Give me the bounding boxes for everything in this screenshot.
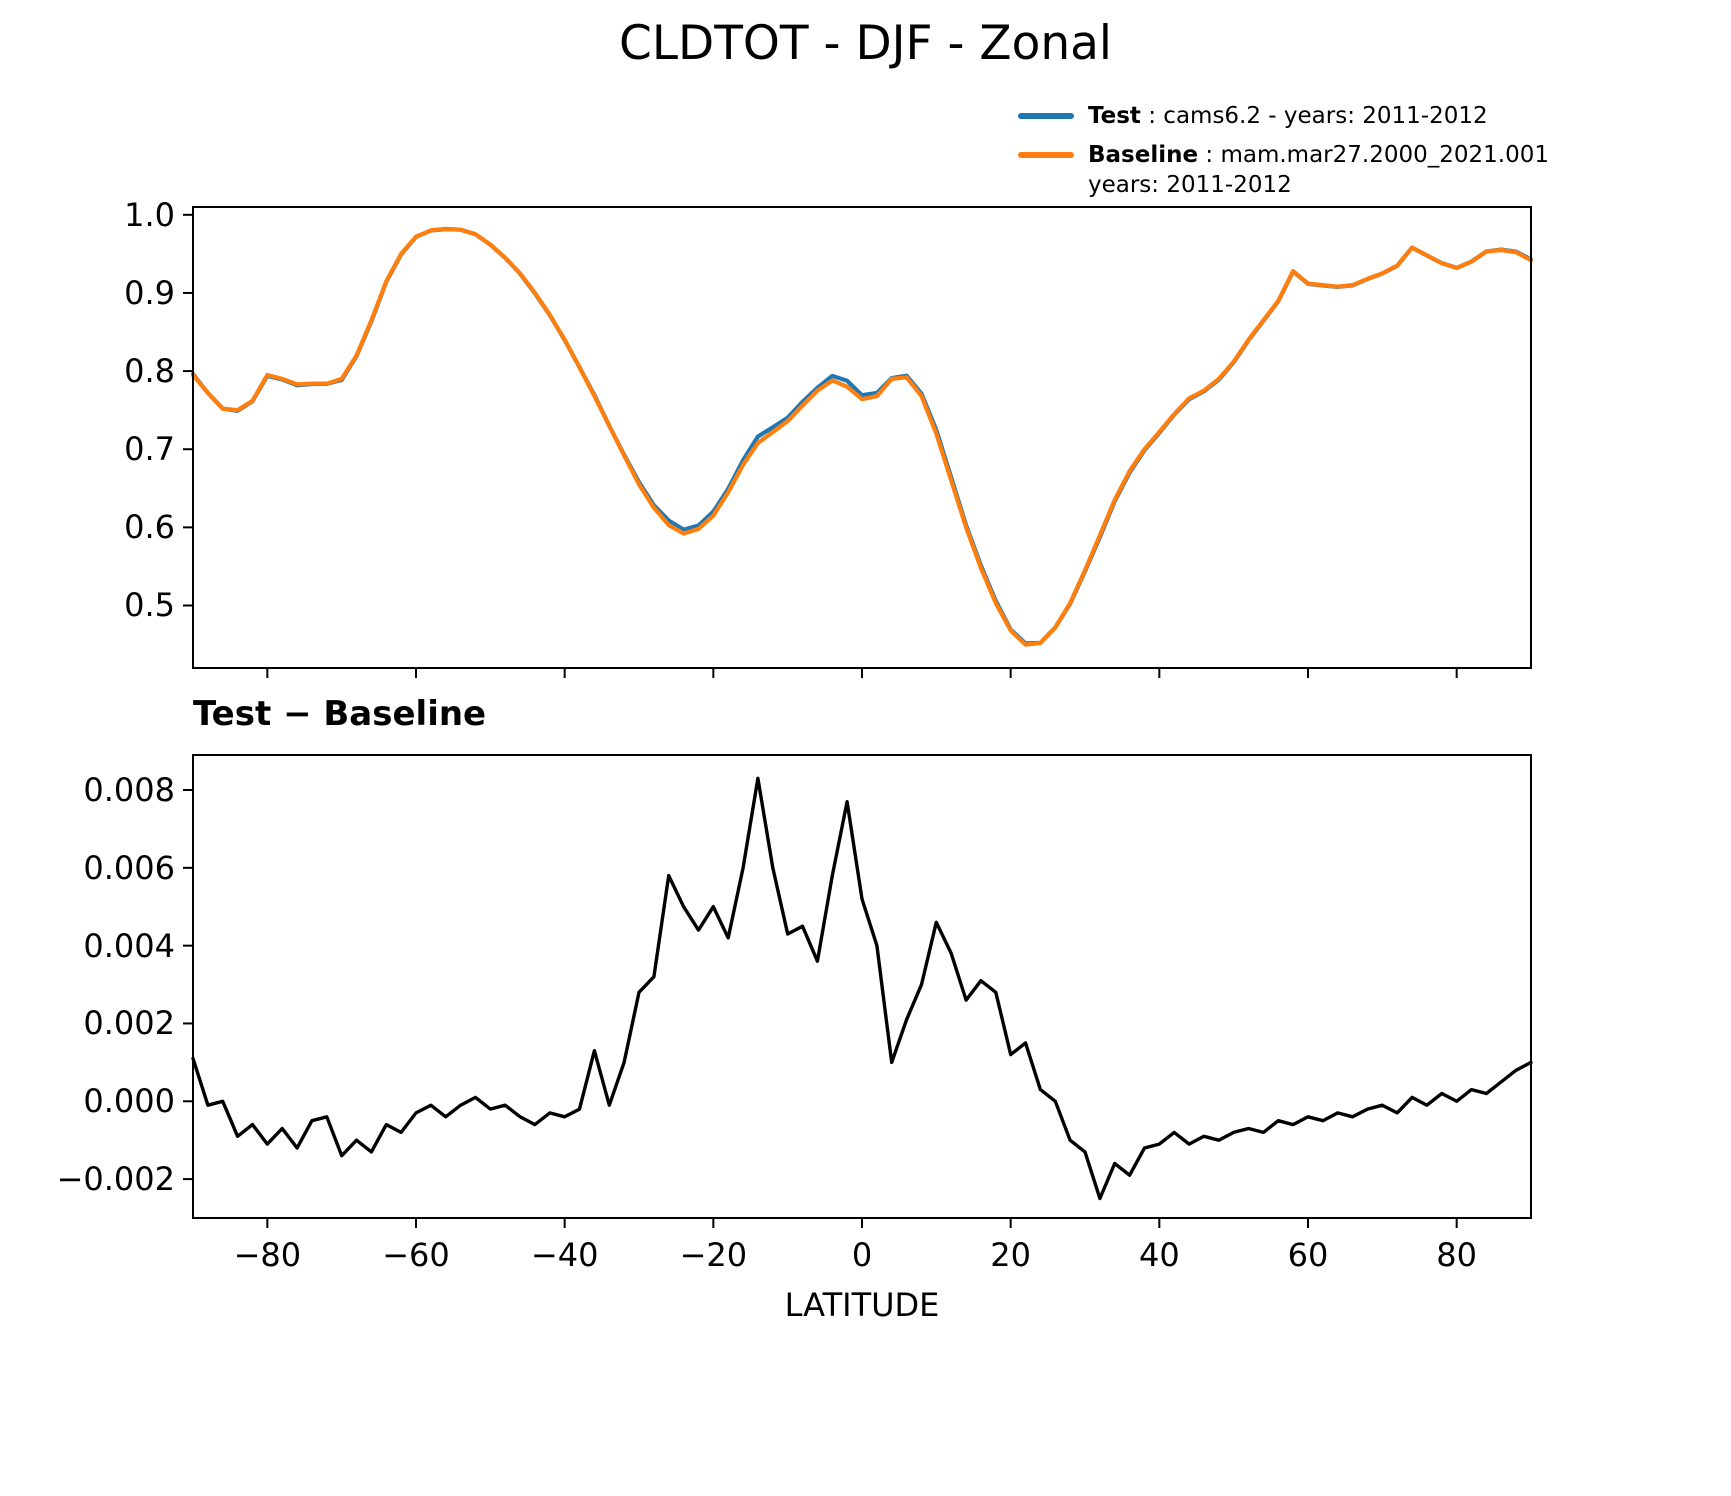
test-line-swatch [1018, 113, 1074, 119]
axes-spines [192, 206, 1532, 669]
baseline-line-swatch [1018, 151, 1074, 158]
y-tick-label: 0.5 [124, 586, 175, 625]
x-tick-label: 20 [990, 1236, 1032, 1274]
difference-panel-title: Test − Baseline [193, 694, 487, 734]
x-axis-label: LATITUDE [784, 1286, 940, 1324]
test-minus-baseline-line [191, 776, 1533, 1201]
y-tick-label: 1.0 [124, 195, 175, 234]
x-tick-label: 40 [1138, 1236, 1180, 1274]
legend-test-detail: : cams6.2 - years: 2011-2012 [1140, 103, 1488, 129]
legend-entry-test: Test : cams6.2 - years: 2011-2012 [1018, 102, 1549, 132]
legend-test-name: Test [1088, 103, 1141, 129]
legend-baseline-name: Baseline [1088, 141, 1199, 168]
difference-plot [183, 754, 1533, 1228]
y-tick-label: 0.000 [83, 1082, 175, 1121]
legend-baseline-years: years: 2011-2012 [1088, 171, 1292, 198]
y-tick-label: 0.8 [124, 352, 175, 391]
y-tick-label: 0.004 [83, 926, 175, 965]
axes-spines [192, 754, 1532, 1219]
x-tick-label: −80 [233, 1236, 302, 1274]
legend-label-test: Test : cams6.2 - years: 2011-2012 [1088, 102, 1488, 132]
x-tick-label: 80 [1436, 1236, 1478, 1274]
y-tick-label: 0.6 [124, 508, 175, 547]
legend-baseline-detail: : mam.mar27.2000_2021.001 [1198, 141, 1549, 168]
x-tick-label: 0 [851, 1236, 873, 1274]
y-tick-label: 0.7 [124, 430, 175, 469]
y-tick-label: 0.002 [83, 1004, 175, 1043]
y-tick-label: −0.002 [56, 1160, 175, 1199]
y-tick-label: 0.008 [83, 771, 175, 810]
x-tick-label: −40 [530, 1236, 599, 1274]
legend-label-baseline: Baseline : mam.mar27.2000_2021.001 years… [1088, 141, 1549, 201]
x-tick-label: 60 [1287, 1236, 1329, 1274]
test-line [190, 227, 1534, 646]
x-tick-label: −60 [382, 1236, 450, 1274]
y-tick-label: 0.006 [83, 848, 175, 887]
y-tick-label: 0.9 [124, 273, 175, 312]
baseline-line [190, 226, 1534, 647]
legend: Test : cams6.2 - years: 2011-2012 Baseli… [1018, 102, 1549, 210]
legend-entry-baseline: Baseline : mam.mar27.2000_2021.001 years… [1018, 141, 1549, 201]
zonal-mean-plot [183, 206, 1534, 678]
chart-title: CLDTOT - DJF - Zonal [619, 16, 1112, 71]
x-tick-label: −20 [679, 1236, 748, 1274]
